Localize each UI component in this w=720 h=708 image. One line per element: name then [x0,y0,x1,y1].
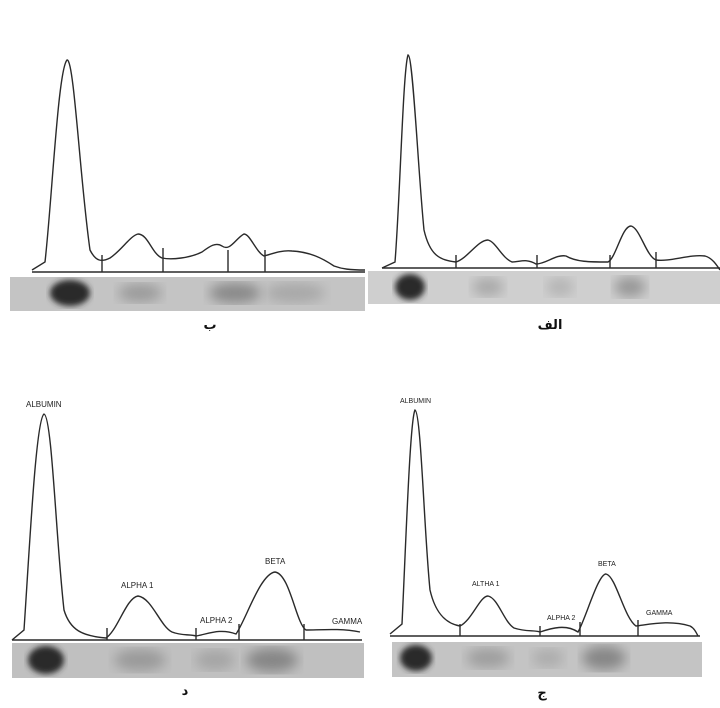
densitometry-curve [381,54,720,271]
fraction-label-alpha-1: ALTHA 1 [472,581,500,588]
densitometry-curve [31,59,366,271]
panel-caption-top-right: الف [537,318,563,333]
panel-caption-bottom-left: د [181,684,189,699]
gel-strip [368,271,720,304]
panel-bottom-right: ALBUMIN ALTHA 1 ALPHA 2 BETA GAMMA [389,398,702,677]
fraction-ticks [106,624,305,640]
fraction-label-albumin: ALBUMIN [26,400,62,409]
fraction-label-beta: BETA [265,557,286,566]
panel-caption-top-left: ب [203,318,217,333]
fraction-label-alpha-2: ALPHA 2 [200,616,233,625]
panel-top-right [368,54,720,304]
fraction-ticks [455,252,657,268]
panel-top-left [10,59,366,311]
panel-caption-bottom-right: ج [537,686,547,701]
fraction-ticks [101,248,266,272]
fraction-label-beta: BETA [598,561,616,568]
fraction-label-alpha-2: ALPHA 2 [547,615,576,622]
densitometry-curve [11,413,361,641]
fraction-ticks [459,620,639,636]
fraction-label-gamma: GAMMA [332,617,363,626]
gel-strip [10,277,365,311]
gel-strip [392,642,702,677]
fraction-label-alpha-1: ALPHA 1 [121,581,154,590]
fraction-label-albumin: ALBUMIN [400,398,431,405]
panel-bottom-left: ALBUMIN ALPHA 1 ALPHA 2 BETA GAMMA [11,400,364,678]
densitometry-curve [389,409,699,637]
fraction-label-gamma: GAMMA [646,610,673,617]
gel-strip [12,643,364,678]
